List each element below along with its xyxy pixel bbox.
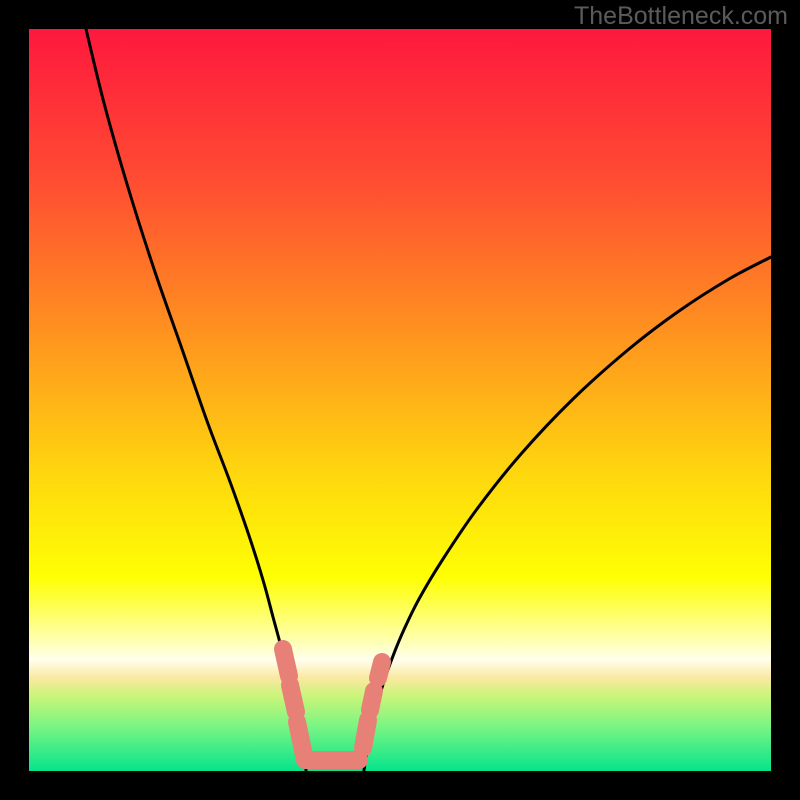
watermark-text: TheBottleneck.com (574, 2, 788, 31)
gradient-background (29, 29, 771, 771)
marker-segment (370, 691, 374, 710)
outer-frame: TheBottleneck.com (0, 0, 800, 800)
marker-segment (283, 649, 289, 676)
marker-segment (378, 662, 382, 678)
marker-segment (290, 685, 296, 712)
chart-svg (29, 29, 771, 771)
marker-segment (363, 720, 368, 748)
plot-area (29, 29, 771, 771)
